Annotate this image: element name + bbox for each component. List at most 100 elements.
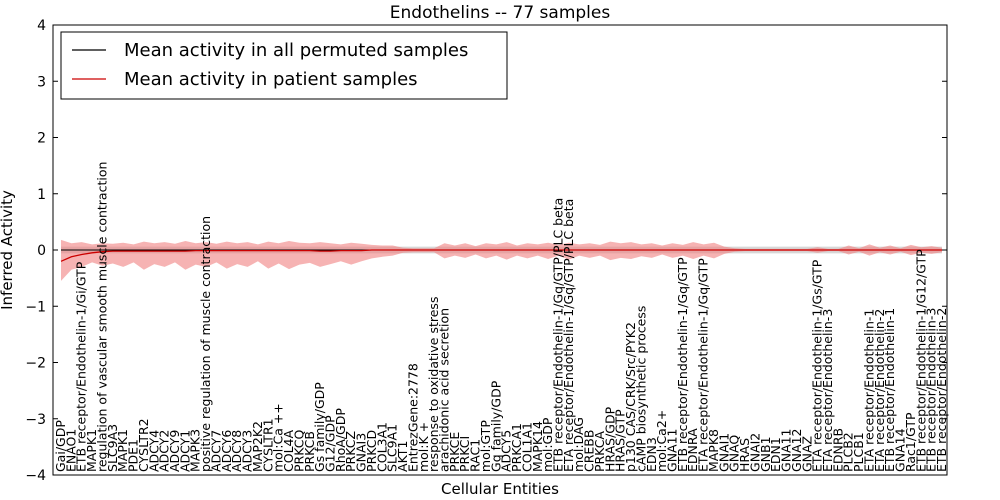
- entity-label: PRKCQ: [291, 430, 306, 472]
- entity-label: PRKCI: [457, 436, 472, 472]
- entity-label: Rac1/GTP: [903, 412, 918, 472]
- entity-label: GNAI3: [354, 433, 369, 472]
- y-tick-label: 2: [37, 131, 46, 147]
- entity-label: G12/GDP: [323, 415, 338, 472]
- entity-label: GNAI1: [716, 433, 731, 472]
- y-tick-label: 4: [37, 18, 46, 34]
- entity-label: SLC9A1: [385, 424, 400, 472]
- entity-label: mol:Ca2+: [654, 410, 669, 472]
- entity-label: ADCY3: [240, 430, 255, 472]
- entity-label: EntrezGene:2778: [405, 363, 420, 472]
- entity-label: COL1A1: [519, 422, 534, 472]
- entity-label: regulation of vascular smooth muscle con…: [95, 162, 110, 472]
- entity-label: cAMP biosynthetic process: [633, 306, 648, 472]
- entity-label: EDNRB: [830, 428, 845, 472]
- y-tick-label: −2: [25, 356, 46, 372]
- entity-label: EDN1: [768, 437, 783, 472]
- entity-label: HRAS/GTP: [613, 409, 628, 472]
- entity-label: ETB receptor/Endothelin-1/Gq/GTP/PLC bet…: [551, 198, 566, 472]
- entity-label: ETA receptor/Endothelin-1: [861, 309, 876, 472]
- entity-label: ADCY5: [499, 430, 514, 472]
- entity-label: ETA receptor/Endothelin-2: [872, 309, 887, 472]
- patient-mean-line: [60, 249, 942, 262]
- entity-label: EDN3: [644, 437, 659, 472]
- entity-label: ETA receptor/Endothelin-1/Gq/GTP/PLC bet…: [561, 199, 576, 472]
- entity-label: PLCB1: [851, 432, 866, 472]
- entity-label: GNAZ: [799, 436, 814, 472]
- entity-label: ADCY2: [157, 430, 172, 472]
- entity-label: HRAS/GDP: [602, 406, 617, 472]
- entity-label: GNAQ: [727, 435, 742, 472]
- entity-label: mol:DAG: [571, 417, 586, 472]
- entity-label: MAPK8: [706, 429, 721, 472]
- entity-label: COL3A1: [374, 422, 389, 472]
- entity-label: ETB receptor/Endothelin-1: [882, 308, 897, 472]
- entity-label: ADCY7: [209, 430, 224, 472]
- legend-label: Mean activity in all permuted samples: [124, 40, 468, 61]
- chart-title: Endothelins -- 77 samples: [390, 3, 611, 23]
- entity-label: ETB receptor/Endothelin-1/Gq/GTP: [675, 257, 690, 472]
- entity-label: ETA receptor/Endothelin-3: [820, 309, 835, 472]
- entity-label: positive regulation of muscle contractio…: [198, 216, 213, 472]
- entity-label: CYSLTR2: [136, 418, 151, 472]
- entity-label: COL4A: [281, 429, 296, 471]
- entity-label: mol:Ca ++: [271, 403, 286, 472]
- entity-label: PLCB2: [841, 432, 856, 472]
- entity-label: ETA receptor/Endothelin-1/Gs/GTP: [810, 259, 825, 472]
- y-tick-label: −1: [25, 299, 46, 315]
- legend-box: [60, 31, 508, 100]
- entity-label: GNA12: [789, 429, 804, 473]
- entity-label: PRKCD: [364, 430, 379, 472]
- entity-label: Gai/GDP: [53, 420, 68, 472]
- legend-label: Mean activity in patient samples: [124, 69, 418, 90]
- entity-label: MAPK3: [188, 429, 203, 472]
- y-tick-label: −3: [25, 412, 46, 428]
- entity-label: PRKCE: [447, 432, 462, 472]
- entity-label: arachidonic acid secretion: [437, 308, 452, 472]
- entity-label: p130 CAS/CRK/Src/PYK2: [623, 322, 638, 472]
- entity-label: PRKCB: [302, 431, 317, 472]
- entity-label: RAC1: [468, 439, 483, 472]
- entity-label: AKT1: [395, 441, 410, 472]
- entity-label: MAPK1: [115, 429, 130, 472]
- entity-label: CYSLTR1: [260, 418, 275, 472]
- y-tick-label: 3: [37, 74, 46, 90]
- entity-label: ETB receptor/Endothelin-3: [924, 308, 939, 472]
- entity-label: PRKCA: [592, 431, 607, 472]
- entity-label: ADCY9: [167, 430, 182, 472]
- y-axis-label: Inferred Activity: [0, 190, 16, 310]
- entity-label: response to oxidative stress: [426, 297, 441, 472]
- entity-label: CREBB: [582, 430, 597, 472]
- entity-label: ADCY6: [219, 430, 234, 472]
- entity-label: mol:GTP: [478, 420, 493, 472]
- y-axis-ticks: −4 −3 −2 −1 0 1 2 3 4: [25, 18, 947, 484]
- entity-label: ETB receptor/Endothelin-1/Gi/GTP: [74, 261, 89, 472]
- entity-label: Gq family/GDP: [488, 380, 503, 472]
- entity-label: Gs family/GDP: [312, 382, 327, 472]
- entity-label: EDNRA: [685, 428, 700, 472]
- entity-label: PRKCZ: [343, 431, 358, 472]
- entity-label: RhoA/GDP: [333, 408, 348, 472]
- entity-label: ADCY4: [146, 430, 161, 472]
- entity-label: ENAO1: [63, 429, 78, 472]
- entity-label: mol:GDP: [540, 417, 555, 472]
- x-axis-label: Cellular Entities: [441, 480, 559, 498]
- entity-label: mol:K +: [416, 422, 431, 472]
- entity-label: PRKCA1: [509, 423, 524, 472]
- entity-label: ETA receptor/Endothelin-1/Gq/GTP: [696, 258, 711, 472]
- entity-label: ETB receptor/Endothelin-2: [934, 308, 949, 472]
- activity-lines: [60, 249, 942, 262]
- y-tick-label: −4: [25, 468, 46, 484]
- entity-label: GNA14: [893, 428, 908, 472]
- entity-label: MAP2K2: [250, 421, 265, 472]
- entity-label: MAPK14: [530, 421, 545, 472]
- entity-label: ADCY1: [177, 430, 192, 472]
- entity-label: MAPK1: [84, 429, 99, 472]
- entity-label: SLC9A3: [105, 424, 120, 472]
- entity-label: PDE1: [126, 439, 141, 472]
- entity-label: ETB receptor/Endothelin-1/G12/GTP: [913, 249, 928, 472]
- y-tick-label: 1: [37, 187, 46, 203]
- entity-label: GNA11: [665, 428, 680, 472]
